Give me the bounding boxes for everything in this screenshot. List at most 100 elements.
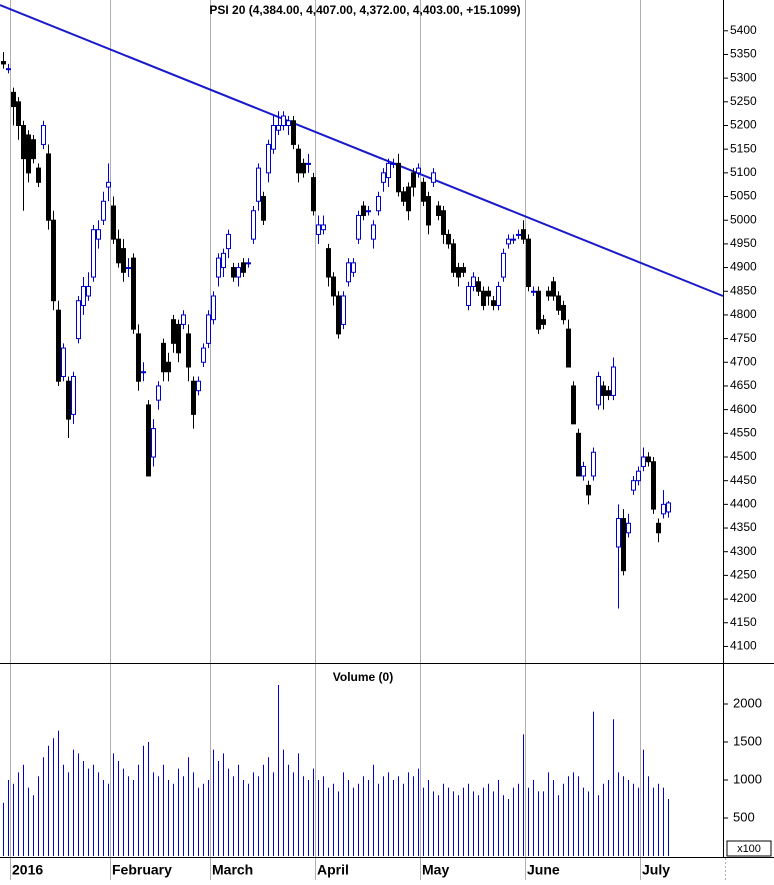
candle-body [651, 461, 656, 510]
x-tick-label: 2016 [12, 862, 43, 878]
volume-title: Volume (0) [333, 670, 393, 684]
candle-body [451, 243, 456, 273]
candle-body [146, 404, 151, 477]
candle-body [356, 214, 361, 240]
candle-body [101, 200, 106, 221]
candle-body [121, 248, 126, 273]
y-tick-label: 5300 [730, 70, 757, 84]
candle-body [481, 290, 486, 306]
candle-body [626, 522, 631, 534]
y-tick-label: 4350 [730, 520, 757, 534]
candle-body [486, 290, 491, 297]
candle-body [541, 319, 546, 325]
candle-body [296, 148, 301, 174]
volume-unit: x100 [737, 843, 761, 855]
y-tick-label: 5100 [730, 165, 757, 179]
candle-body [21, 124, 26, 160]
candle-body [131, 257, 136, 330]
candle-body [321, 224, 326, 231]
candle-body [516, 233, 521, 236]
candle-body [136, 333, 141, 382]
candle-body [641, 456, 646, 467]
y-tick-label: 4700 [730, 354, 757, 368]
grid-layer [10, 0, 726, 880]
candle-body [11, 91, 16, 108]
candle-body [531, 290, 536, 293]
y-tick-label: 5350 [730, 47, 757, 61]
candle-body [536, 290, 541, 330]
unit-box [726, 840, 772, 857]
candle-body [251, 210, 256, 240]
candle-body [336, 295, 341, 335]
candle-body [36, 167, 41, 183]
candle-body [66, 380, 71, 420]
candle-body [526, 238, 531, 288]
candle-body [231, 267, 236, 278]
candle-body [366, 210, 371, 213]
candle-body [26, 134, 31, 174]
candle-body [606, 390, 611, 396]
candle-body [511, 238, 516, 241]
candle-body [281, 115, 286, 126]
y-tick-label: 4300 [730, 544, 757, 558]
candle-body [56, 309, 61, 382]
y-tick-label: 4950 [730, 236, 757, 250]
candle-body [421, 181, 426, 202]
candle-body [46, 153, 51, 221]
candle-body [1, 61, 6, 65]
y-tick-label: 4650 [730, 378, 757, 392]
candle-body [441, 210, 446, 235]
candle-body [91, 229, 96, 278]
candle-body [181, 314, 186, 325]
y-tick-label: 5250 [730, 94, 757, 108]
candle-body [106, 181, 111, 188]
candle-body [406, 186, 411, 212]
candle-body [591, 451, 596, 477]
candle-body [401, 191, 406, 202]
candle-body [271, 124, 276, 150]
candle-body [396, 162, 401, 193]
candle-body [521, 229, 526, 240]
candle-body [201, 347, 206, 363]
candle-body [501, 252, 506, 278]
y-tick-label: 4100 [730, 639, 757, 653]
candle-body [616, 518, 621, 548]
candle-body [601, 385, 606, 396]
candle-body [241, 262, 246, 273]
candle-body [576, 432, 581, 477]
candle-body [286, 120, 291, 126]
candle-body [186, 333, 191, 368]
candle-body [416, 167, 421, 174]
candle-body [376, 196, 381, 212]
candle-body [176, 323, 181, 354]
candle-body [566, 328, 571, 368]
y-tick-label: 5150 [730, 141, 757, 155]
candle-body [386, 162, 391, 179]
candle-body [6, 68, 11, 71]
candle-body [311, 177, 316, 212]
x-tick-label: June [527, 862, 560, 878]
y-tick-label: 4250 [730, 568, 757, 582]
candle-body [371, 224, 376, 240]
candle-body [151, 428, 156, 458]
candle-body [171, 319, 176, 344]
y-tick-label: 4150 [730, 615, 757, 629]
candle-body [156, 385, 161, 401]
candle-body [276, 124, 281, 131]
candle-body [191, 380, 196, 415]
candle-body [556, 295, 561, 311]
candle-body [571, 385, 576, 425]
candle-body [561, 304, 566, 321]
candle-body [291, 120, 296, 145]
candle-body [461, 267, 466, 273]
candle-body [661, 503, 666, 515]
y-tick-label: 4450 [730, 473, 757, 487]
candle-body [96, 229, 101, 240]
candle-body [326, 248, 331, 278]
candle-body [546, 290, 551, 297]
candle-body [636, 470, 641, 482]
candle-body [206, 314, 211, 344]
candle-body [491, 300, 496, 306]
y-tick-label: 4500 [730, 449, 757, 463]
